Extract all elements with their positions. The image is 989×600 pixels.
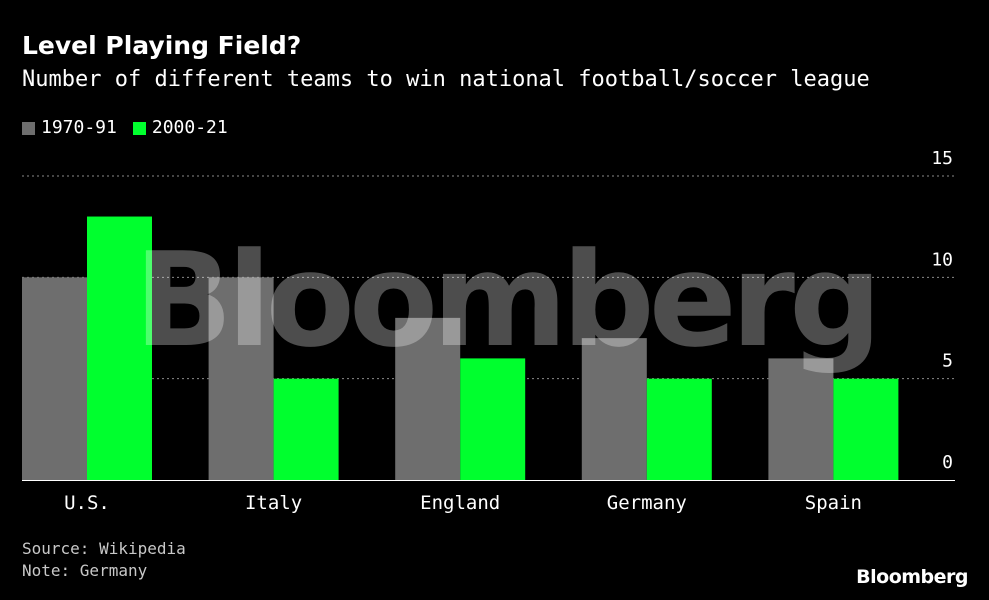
bar-germany-1970-91 — [581, 338, 647, 480]
legend: 1970-91 2000-21 — [22, 115, 244, 141]
legend-item-2000-21: 2000-21 — [132, 115, 228, 141]
bar-spain-2000-21 — [833, 378, 899, 480]
bloomberg-watermark: Bloomberg — [134, 224, 876, 376]
x-tick-label-us: U.S. — [64, 492, 110, 514]
bar-us-1970-91 — [22, 277, 87, 480]
bar-italy-2000-21 — [273, 378, 339, 480]
bar-england-1970-91 — [395, 317, 461, 480]
source-note: Source: Wikipedia — [22, 539, 186, 558]
legend-swatch-1970-91 — [22, 121, 35, 135]
x-tick-label-italy: Italy — [245, 492, 302, 514]
bar-england-2000-21 — [460, 358, 526, 480]
bar-us-2000-21 — [87, 216, 152, 481]
legend-label-1970-91: 1970-91 — [41, 117, 117, 138]
bar-italy-1970-91 — [208, 277, 274, 480]
y-tick-label-15: 15 — [931, 148, 953, 169]
legend-item-1970-91: 1970-91 — [22, 115, 117, 141]
legend-swatch-2000-21 — [132, 121, 146, 135]
chart-title: Level Playing Field? — [22, 31, 302, 60]
bar-spain-1970-91 — [768, 358, 834, 480]
bloomberg-logo: Bloomberg — [856, 566, 968, 588]
y-tick-label-5: 5 — [942, 351, 953, 372]
data-note: Note: Germany — [22, 561, 148, 580]
chart-subtitle: Number of different teams to win nationa… — [22, 67, 870, 92]
x-tick-label-spain: Spain — [805, 492, 862, 514]
x-tick-label-germany: Germany — [607, 492, 687, 514]
legend-label-2000-21: 2000-21 — [151, 117, 228, 138]
y-tick-label-0: 0 — [942, 452, 953, 473]
x-tick-label-england: England — [420, 492, 500, 514]
footer: Source: Wikipedia Note: Germany — [22, 538, 186, 582]
y-tick-label-10: 10 — [931, 249, 953, 270]
bar-germany-2000-21 — [646, 378, 712, 480]
